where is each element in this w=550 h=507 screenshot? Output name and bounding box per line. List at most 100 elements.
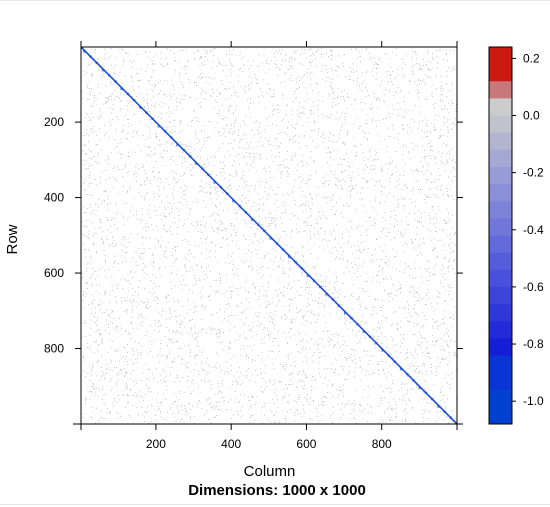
diagonal-entry xyxy=(275,242,279,245)
diagonal-entry xyxy=(393,360,397,363)
diagonal-entry xyxy=(126,92,130,96)
colorbar-block xyxy=(489,81,512,99)
diagonal-entry xyxy=(238,204,241,208)
diagonal-entry xyxy=(132,99,136,102)
diagonal-entry xyxy=(356,323,359,326)
diagonal-entry xyxy=(114,80,117,83)
colorbar-block xyxy=(489,269,512,288)
colorbar-block xyxy=(489,47,512,82)
y-tick-label: 400 xyxy=(44,191,64,205)
diagonal-entry xyxy=(344,311,347,315)
diagonal-entry xyxy=(294,260,297,264)
diagonal-entry xyxy=(337,304,341,307)
x-tick-label: 600 xyxy=(296,437,316,451)
diagonal-entry xyxy=(244,211,248,214)
diagonal-entry xyxy=(449,416,452,419)
diagonal-entry xyxy=(151,117,154,121)
diagonal-entry xyxy=(281,248,285,251)
diagonal-entry xyxy=(163,130,167,133)
diagonal-entry xyxy=(288,255,291,259)
diagonal-entry xyxy=(331,298,334,301)
y-tick-label: 600 xyxy=(44,266,64,280)
diagonal-entry xyxy=(139,106,142,109)
diagonal-entry xyxy=(95,61,99,65)
diagonal-entry xyxy=(375,341,378,345)
colorbar-tick-label: -1.0 xyxy=(523,394,544,408)
diagonal-entry xyxy=(263,229,266,233)
y-tick-label: 800 xyxy=(44,342,64,356)
colorbar-block xyxy=(489,98,512,116)
colorbar-block xyxy=(489,218,512,236)
diagonal-entry xyxy=(83,50,86,53)
diagonal-entry xyxy=(201,167,204,170)
colorbar-block xyxy=(489,321,512,339)
diagonal-entry xyxy=(170,136,173,139)
colorbar-tick-label: 0.2 xyxy=(523,51,540,65)
diagonal-entry xyxy=(101,69,105,72)
diagonal-entry xyxy=(368,335,372,339)
colorbar-block xyxy=(489,201,512,219)
colorbar-block xyxy=(489,149,512,168)
diagonal-entry xyxy=(306,274,310,277)
diagonal-entry xyxy=(176,143,179,147)
colorbar-tick-label: -0.6 xyxy=(523,280,544,294)
colorbar-block xyxy=(489,252,512,271)
diagonal-entry xyxy=(269,237,272,240)
diagonal-entry xyxy=(424,391,428,395)
diagonal-entry xyxy=(232,199,235,203)
diagonal-entry xyxy=(226,192,229,195)
diagonal-entry xyxy=(213,181,217,184)
colorbar-block xyxy=(489,132,512,151)
matrix-diagonal xyxy=(80,46,458,425)
diagonal-entry xyxy=(312,279,316,282)
diagonal-entry xyxy=(89,55,92,58)
diagonal-entry xyxy=(257,223,260,226)
x-tick-label: 200 xyxy=(146,437,166,451)
diagonal-entry xyxy=(437,405,440,408)
colorbar-block xyxy=(489,286,512,305)
colorbar-block xyxy=(489,355,512,391)
diagonal-entry xyxy=(362,330,366,333)
diagonal-entry xyxy=(145,111,148,114)
x-tick-label: 400 xyxy=(221,437,241,451)
diagonal-entry xyxy=(250,218,254,221)
diagonal-entry xyxy=(207,173,210,177)
chart-subtitle: Dimensions: 1000 x 1000 xyxy=(188,482,366,499)
colorbar-block xyxy=(489,166,512,185)
diagonal-entry xyxy=(325,293,328,296)
diagonal-entry xyxy=(399,367,403,371)
diagonal-line xyxy=(80,46,458,425)
diagonal-entry xyxy=(319,285,322,289)
colorbar-block xyxy=(489,389,512,425)
colorbar-tick-label: -0.8 xyxy=(523,337,544,351)
x-tick-label: 800 xyxy=(372,437,392,451)
diagonal-entry xyxy=(108,74,111,77)
diagonal-entry xyxy=(219,186,223,189)
colorbar-block xyxy=(489,304,512,322)
top-divider xyxy=(0,0,550,1)
diagonal-entry xyxy=(300,267,303,270)
diagonal-entry xyxy=(350,316,353,320)
diagonal-entry xyxy=(194,162,198,165)
colorbar-tick-label: -0.2 xyxy=(523,166,544,180)
colorbar-block xyxy=(489,184,512,202)
colorbar-block xyxy=(489,235,512,253)
colorbar-tick-label: -0.4 xyxy=(523,223,544,237)
diagonal-entry xyxy=(157,125,161,128)
colorbar-block xyxy=(489,338,512,356)
diagonal-entry xyxy=(120,87,123,91)
diagonal-entry xyxy=(387,354,390,357)
diagonal-entry xyxy=(188,155,192,158)
diagonal-entry xyxy=(406,372,409,376)
colorbar: 0.2 0.0 -0.2 -0.4 -0.6 -0.8 -1.0 xyxy=(488,46,544,425)
diagonal-entry xyxy=(430,397,434,401)
plot-frame xyxy=(80,46,458,425)
y-tick-label: 200 xyxy=(44,115,64,129)
colorbar-block xyxy=(489,115,512,133)
diagonal-entry xyxy=(412,379,415,382)
colorbar-tick-label: 0.0 xyxy=(523,109,540,123)
colorbar-frame xyxy=(488,46,513,425)
diagonal-entry xyxy=(443,410,446,413)
x-axis-title: Column xyxy=(244,463,296,480)
